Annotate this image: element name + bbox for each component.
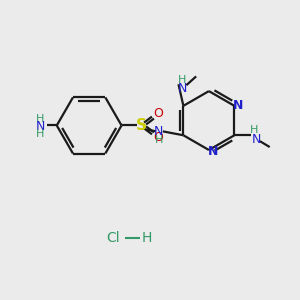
Text: H: H [250,125,258,135]
Text: N: N [154,125,164,138]
Text: H: H [154,135,163,145]
Text: H: H [36,114,44,124]
Text: S: S [136,118,147,133]
Text: O: O [153,107,163,120]
Text: N: N [35,120,45,133]
Text: N: N [233,99,244,112]
Text: N: N [251,133,261,146]
Text: O: O [153,131,163,144]
Text: Cl: Cl [106,231,119,245]
Text: H: H [36,129,44,139]
Text: N: N [208,146,218,158]
Text: H: H [142,231,152,245]
Text: N: N [178,82,187,95]
Text: H: H [178,75,187,85]
